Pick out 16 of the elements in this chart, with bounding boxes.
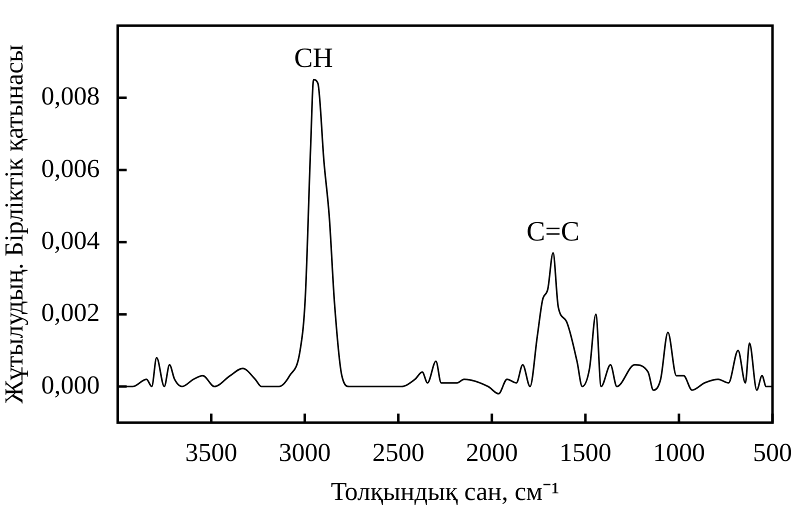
y-axis-title: Жұтылудың. Бірліктік қатынасы bbox=[0, 44, 28, 404]
x-tick-label: 2500 bbox=[372, 438, 424, 468]
y-tick-label: 0,000 bbox=[41, 370, 100, 400]
x-tick-label: 3500 bbox=[185, 438, 238, 468]
x-tick-label: 1500 bbox=[559, 438, 612, 468]
annotation: C=C bbox=[526, 216, 580, 248]
x-tick-label: 3000 bbox=[278, 438, 331, 468]
y-tick-label: 0,008 bbox=[41, 82, 100, 111]
x-tick-label: 500 bbox=[753, 438, 792, 468]
y-tick-label: 0,002 bbox=[41, 298, 100, 328]
annotation: CH bbox=[294, 43, 334, 74]
y-tick-label: 0,004 bbox=[41, 226, 100, 255]
y-tick-label: 0,006 bbox=[41, 154, 100, 183]
x-tick-label: 2000 bbox=[466, 438, 518, 468]
x-axis-title: Толқындық сан, см⁻¹ bbox=[330, 477, 560, 506]
x-tick-label: 1000 bbox=[652, 438, 705, 468]
